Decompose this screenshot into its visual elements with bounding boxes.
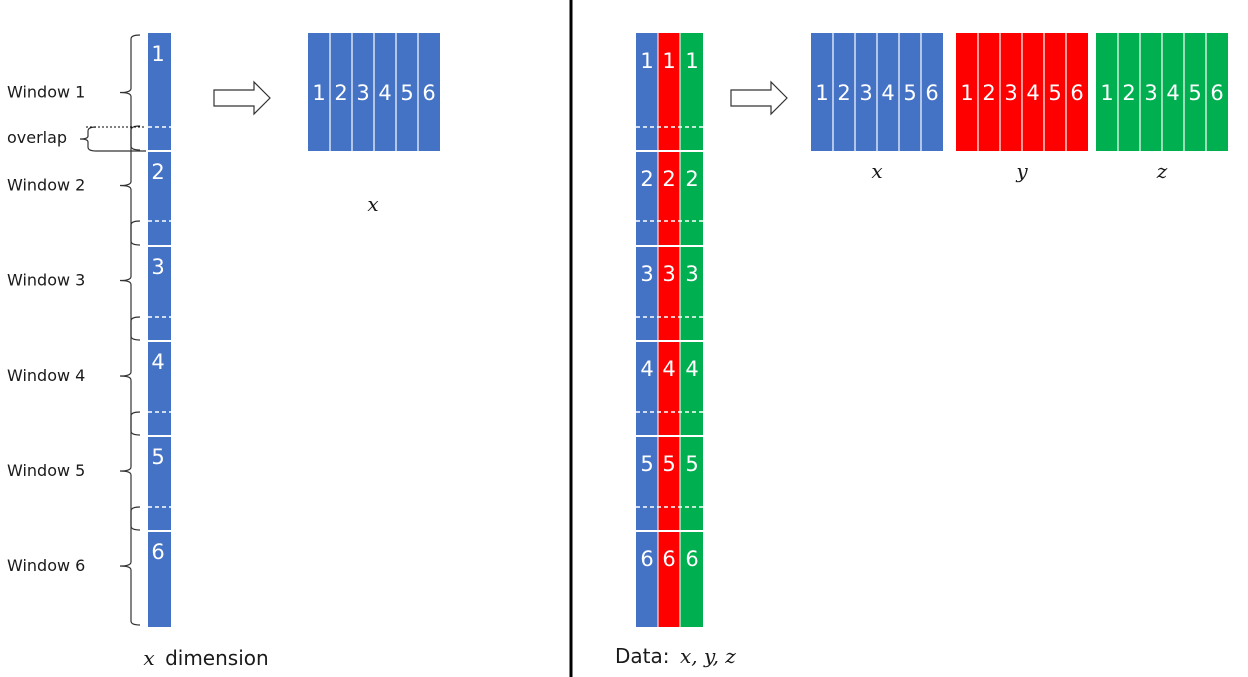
block-number: 2 bbox=[1122, 81, 1135, 105]
block-number: 1 bbox=[815, 81, 828, 105]
block-number: 5 bbox=[903, 81, 916, 105]
window-label: Window 3 bbox=[7, 271, 85, 290]
window-label: Window 5 bbox=[7, 461, 85, 480]
window-label: Window 1 bbox=[7, 83, 85, 102]
segment-number: 2 bbox=[685, 167, 698, 191]
segment-number: 2 bbox=[151, 160, 164, 184]
segment-number: 5 bbox=[640, 452, 653, 476]
segment-number: 5 bbox=[151, 445, 164, 469]
window-brace bbox=[119, 506, 141, 626]
segment-number: 5 bbox=[685, 452, 698, 476]
x-block-label: x bbox=[871, 159, 882, 183]
x-dimension-caption: x dimension bbox=[143, 646, 268, 670]
segment-number: 3 bbox=[640, 262, 653, 286]
data-caption-vars: x, y, z bbox=[680, 644, 736, 668]
window-label: Window 4 bbox=[7, 366, 85, 385]
y-column bbox=[658, 33, 680, 627]
segment-number: 4 bbox=[640, 357, 653, 381]
block-number: 2 bbox=[837, 81, 850, 105]
segment-number: 1 bbox=[662, 49, 675, 73]
block-number: 2 bbox=[334, 81, 347, 105]
block-number: 4 bbox=[1026, 81, 1039, 105]
overlap-label: overlap bbox=[7, 128, 67, 147]
window-brace bbox=[119, 411, 141, 531]
block-number: 1 bbox=[960, 81, 973, 105]
segment-number: 3 bbox=[685, 262, 698, 286]
caption-text: dimension bbox=[165, 646, 269, 670]
z-column bbox=[680, 33, 703, 627]
data-caption-text: Data: bbox=[615, 644, 670, 668]
block-number: 5 bbox=[1048, 81, 1061, 105]
data-caption: Data: x, y, z bbox=[615, 644, 736, 668]
segment-number: 2 bbox=[662, 167, 675, 191]
block-number: 6 bbox=[1210, 81, 1223, 105]
block-number: 1 bbox=[1100, 81, 1113, 105]
x-block-label: x bbox=[367, 192, 378, 216]
caption-var: x bbox=[143, 646, 154, 670]
segment-number: 3 bbox=[662, 262, 675, 286]
x-strip bbox=[148, 33, 171, 627]
window-brace bbox=[119, 220, 141, 341]
segment-number: 3 bbox=[151, 255, 164, 279]
x-column bbox=[636, 33, 658, 627]
block-number: 2 bbox=[982, 81, 995, 105]
block-number: 4 bbox=[1166, 81, 1179, 105]
segment-number: 1 bbox=[685, 49, 698, 73]
block-number: 3 bbox=[859, 81, 872, 105]
block-number: 6 bbox=[925, 81, 938, 105]
block-number: 4 bbox=[881, 81, 894, 105]
block-number: 1 bbox=[312, 81, 325, 105]
window-label: Window 2 bbox=[7, 176, 85, 195]
right-arrow-icon bbox=[213, 80, 271, 116]
block-number: 4 bbox=[378, 81, 391, 105]
block-number: 5 bbox=[1188, 81, 1201, 105]
z-block-label: z bbox=[1156, 159, 1168, 183]
window-brace bbox=[119, 34, 141, 151]
segment-number: 6 bbox=[151, 540, 164, 564]
window-brace bbox=[119, 125, 141, 246]
block-number: 3 bbox=[1144, 81, 1157, 105]
block-number: 5 bbox=[400, 81, 413, 105]
segment-number: 6 bbox=[640, 547, 653, 571]
segment-number: 6 bbox=[685, 547, 698, 571]
window-label: Window 6 bbox=[7, 556, 85, 575]
segment-number: 2 bbox=[640, 167, 653, 191]
window-brace bbox=[119, 316, 141, 436]
segment-number: 6 bbox=[662, 547, 675, 571]
block-number: 6 bbox=[422, 81, 435, 105]
block-number: 3 bbox=[356, 81, 369, 105]
overlap-brace bbox=[79, 126, 146, 152]
block-number: 6 bbox=[1070, 81, 1083, 105]
y-block-label: y bbox=[1015, 159, 1028, 183]
right-arrow-icon bbox=[730, 80, 788, 116]
segment-number: 4 bbox=[151, 350, 164, 374]
segment-number: 4 bbox=[685, 357, 698, 381]
segment-number: 4 bbox=[662, 357, 675, 381]
segment-number: 1 bbox=[640, 49, 653, 73]
segment-number: 5 bbox=[662, 452, 675, 476]
segment-number: 1 bbox=[151, 42, 164, 66]
block-number: 3 bbox=[1004, 81, 1017, 105]
